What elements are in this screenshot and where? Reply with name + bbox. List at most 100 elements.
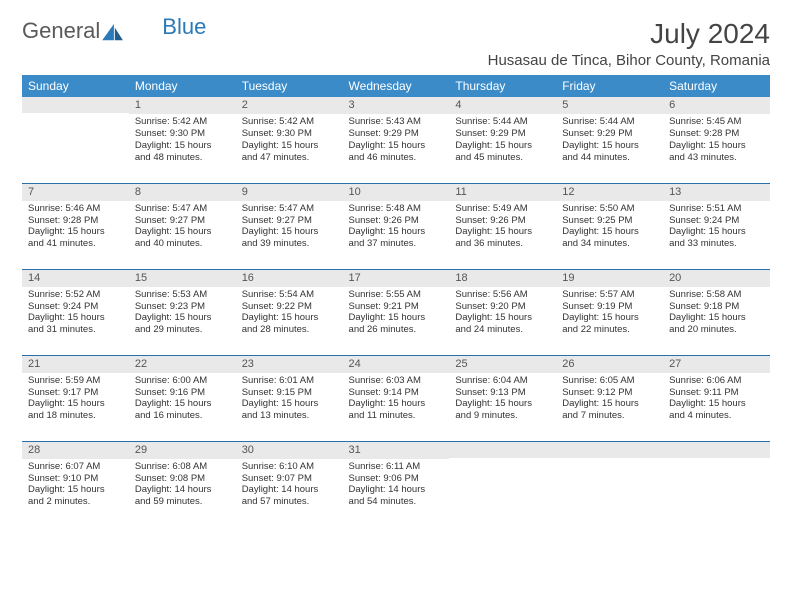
day-header: Monday — [129, 75, 236, 97]
calendar-cell-empty — [556, 441, 663, 527]
sunrise-line: Sunrise: 6:07 AM — [28, 461, 123, 473]
calendar-cell: 18Sunrise: 5:56 AMSunset: 9:20 PMDayligh… — [449, 269, 556, 355]
day-number: 5 — [556, 97, 663, 114]
sunset-line: Sunset: 9:29 PM — [349, 128, 444, 140]
day-details: Sunrise: 6:01 AMSunset: 9:15 PMDaylight:… — [236, 373, 343, 427]
sunrise-line: Sunrise: 6:08 AM — [135, 461, 230, 473]
calendar-cell: 20Sunrise: 5:58 AMSunset: 9:18 PMDayligh… — [663, 269, 770, 355]
calendar-cell: 15Sunrise: 5:53 AMSunset: 9:23 PMDayligh… — [129, 269, 236, 355]
day-details: Sunrise: 6:00 AMSunset: 9:16 PMDaylight:… — [129, 373, 236, 427]
day-number — [663, 442, 770, 458]
day-number: 16 — [236, 270, 343, 287]
sunset-line: Sunset: 9:28 PM — [28, 215, 123, 227]
calendar-cell: 9Sunrise: 5:47 AMSunset: 9:27 PMDaylight… — [236, 183, 343, 269]
sunrise-line: Sunrise: 5:43 AM — [349, 116, 444, 128]
calendar-cell: 27Sunrise: 6:06 AMSunset: 9:11 PMDayligh… — [663, 355, 770, 441]
daylight-line: Daylight: 15 hours and 31 minutes. — [28, 312, 123, 336]
sunset-line: Sunset: 9:10 PM — [28, 473, 123, 485]
calendar-cell: 16Sunrise: 5:54 AMSunset: 9:22 PMDayligh… — [236, 269, 343, 355]
daylight-line: Daylight: 15 hours and 4 minutes. — [669, 398, 764, 422]
daylight-line: Daylight: 15 hours and 47 minutes. — [242, 140, 337, 164]
day-number: 9 — [236, 184, 343, 201]
daylight-line: Daylight: 15 hours and 26 minutes. — [349, 312, 444, 336]
day-number: 26 — [556, 356, 663, 373]
sunrise-line: Sunrise: 6:03 AM — [349, 375, 444, 387]
day-details: Sunrise: 5:58 AMSunset: 9:18 PMDaylight:… — [663, 287, 770, 341]
day-header: Wednesday — [343, 75, 450, 97]
daylight-line: Daylight: 15 hours and 40 minutes. — [135, 226, 230, 250]
calendar-cell: 5Sunrise: 5:44 AMSunset: 9:29 PMDaylight… — [556, 97, 663, 183]
day-number: 3 — [343, 97, 450, 114]
sunrise-line: Sunrise: 5:42 AM — [135, 116, 230, 128]
sunrise-line: Sunrise: 5:57 AM — [562, 289, 657, 301]
day-number: 31 — [343, 442, 450, 459]
day-number — [22, 97, 129, 113]
day-number: 4 — [449, 97, 556, 114]
day-number: 1 — [129, 97, 236, 114]
calendar-cell: 22Sunrise: 6:00 AMSunset: 9:16 PMDayligh… — [129, 355, 236, 441]
logo-sail-icon — [102, 22, 124, 40]
calendar-cell: 26Sunrise: 6:05 AMSunset: 9:12 PMDayligh… — [556, 355, 663, 441]
daylight-line: Daylight: 15 hours and 16 minutes. — [135, 398, 230, 422]
day-number: 30 — [236, 442, 343, 459]
day-details: Sunrise: 5:51 AMSunset: 9:24 PMDaylight:… — [663, 201, 770, 255]
sunrise-line: Sunrise: 5:52 AM — [28, 289, 123, 301]
sunrise-line: Sunrise: 6:00 AM — [135, 375, 230, 387]
daylight-line: Daylight: 15 hours and 13 minutes. — [242, 398, 337, 422]
day-number: 18 — [449, 270, 556, 287]
day-details: Sunrise: 5:59 AMSunset: 9:17 PMDaylight:… — [22, 373, 129, 427]
day-details: Sunrise: 5:48 AMSunset: 9:26 PMDaylight:… — [343, 201, 450, 255]
calendar-cell: 30Sunrise: 6:10 AMSunset: 9:07 PMDayligh… — [236, 441, 343, 527]
sunset-line: Sunset: 9:29 PM — [455, 128, 550, 140]
sunrise-line: Sunrise: 5:56 AM — [455, 289, 550, 301]
sunset-line: Sunset: 9:18 PM — [669, 301, 764, 313]
calendar-cell: 11Sunrise: 5:49 AMSunset: 9:26 PMDayligh… — [449, 183, 556, 269]
daylight-line: Daylight: 15 hours and 39 minutes. — [242, 226, 337, 250]
day-number: 28 — [22, 442, 129, 459]
daylight-line: Daylight: 15 hours and 43 minutes. — [669, 140, 764, 164]
sunset-line: Sunset: 9:30 PM — [242, 128, 337, 140]
sunset-line: Sunset: 9:13 PM — [455, 387, 550, 399]
day-header-row: SundayMondayTuesdayWednesdayThursdayFrid… — [22, 75, 770, 97]
day-header: Tuesday — [236, 75, 343, 97]
sunset-line: Sunset: 9:07 PM — [242, 473, 337, 485]
day-number: 24 — [343, 356, 450, 373]
daylight-line: Daylight: 15 hours and 37 minutes. — [349, 226, 444, 250]
calendar-cell: 4Sunrise: 5:44 AMSunset: 9:29 PMDaylight… — [449, 97, 556, 183]
sunset-line: Sunset: 9:20 PM — [455, 301, 550, 313]
calendar-table: SundayMondayTuesdayWednesdayThursdayFrid… — [22, 75, 770, 527]
day-header: Thursday — [449, 75, 556, 97]
title-block: July 2024 Husasau de Tinca, Bihor County… — [488, 18, 770, 69]
calendar-cell-empty — [449, 441, 556, 527]
calendar-cell-empty — [663, 441, 770, 527]
daylight-line: Daylight: 15 hours and 33 minutes. — [669, 226, 764, 250]
sunset-line: Sunset: 9:24 PM — [28, 301, 123, 313]
day-details: Sunrise: 5:42 AMSunset: 9:30 PMDaylight:… — [129, 114, 236, 168]
calendar-week-row: 28Sunrise: 6:07 AMSunset: 9:10 PMDayligh… — [22, 441, 770, 527]
daylight-line: Daylight: 15 hours and 46 minutes. — [349, 140, 444, 164]
sunset-line: Sunset: 9:27 PM — [242, 215, 337, 227]
calendar-week-row: 21Sunrise: 5:59 AMSunset: 9:17 PMDayligh… — [22, 355, 770, 441]
calendar-cell: 2Sunrise: 5:42 AMSunset: 9:30 PMDaylight… — [236, 97, 343, 183]
location-subtitle: Husasau de Tinca, Bihor County, Romania — [488, 52, 770, 69]
sunset-line: Sunset: 9:14 PM — [349, 387, 444, 399]
day-number: 17 — [343, 270, 450, 287]
daylight-line: Daylight: 15 hours and 45 minutes. — [455, 140, 550, 164]
sunrise-line: Sunrise: 5:48 AM — [349, 203, 444, 215]
daylight-line: Daylight: 15 hours and 22 minutes. — [562, 312, 657, 336]
calendar-cell: 10Sunrise: 5:48 AMSunset: 9:26 PMDayligh… — [343, 183, 450, 269]
sunset-line: Sunset: 9:21 PM — [349, 301, 444, 313]
logo: General Blue — [22, 18, 206, 44]
logo-text-1: General — [22, 18, 100, 44]
daylight-line: Daylight: 14 hours and 54 minutes. — [349, 484, 444, 508]
daylight-line: Daylight: 15 hours and 11 minutes. — [349, 398, 444, 422]
sunset-line: Sunset: 9:26 PM — [349, 215, 444, 227]
sunset-line: Sunset: 9:27 PM — [135, 215, 230, 227]
daylight-line: Daylight: 15 hours and 36 minutes. — [455, 226, 550, 250]
day-number: 21 — [22, 356, 129, 373]
daylight-line: Daylight: 15 hours and 2 minutes. — [28, 484, 123, 508]
day-number: 2 — [236, 97, 343, 114]
sunset-line: Sunset: 9:17 PM — [28, 387, 123, 399]
day-number: 13 — [663, 184, 770, 201]
calendar-cell: 8Sunrise: 5:47 AMSunset: 9:27 PMDaylight… — [129, 183, 236, 269]
